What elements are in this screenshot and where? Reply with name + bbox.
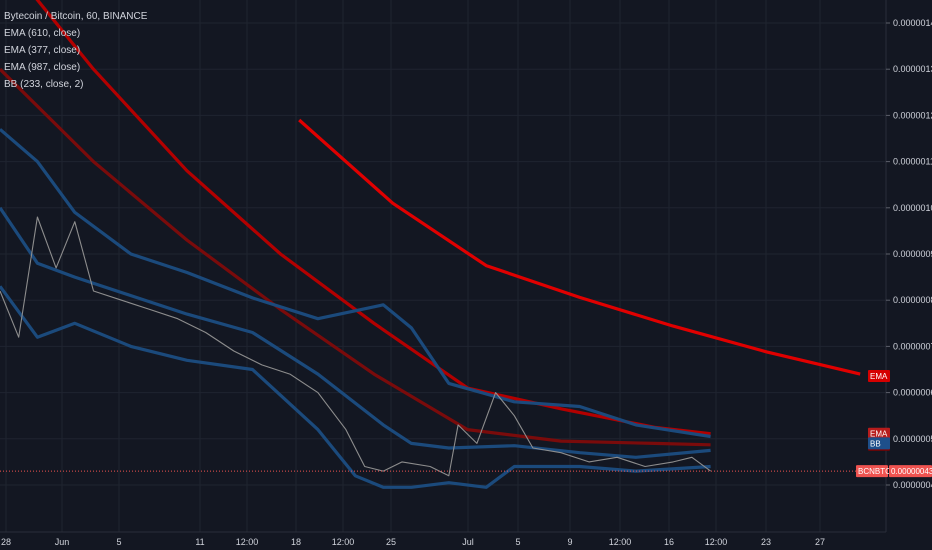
x-tick-label: 12:00 (609, 537, 632, 547)
x-tick-label: 12:00 (705, 537, 728, 547)
legend-ema-610[interactable]: EMA (610, close) (4, 28, 81, 39)
indicator-line[interactable] (298, 118, 861, 376)
x-axis[interactable]: 28 Jun 5 11 12:00 18 12:00 25 Jul 5 9 12:00 16 12:00 2… (1, 537, 825, 547)
x-tick-label: 23 (761, 537, 771, 547)
x-tick-label: 25 (386, 537, 396, 547)
y-tick-label: 0.00000140 (893, 18, 932, 28)
y-tick-label: 0.00000050 (893, 434, 932, 444)
x-tick-label: Jun (55, 537, 70, 547)
legend-bb-233[interactable]: BB (233, close, 2) (4, 79, 84, 90)
x-tick-label: Jul (462, 537, 474, 547)
svg-text:EMA: EMA (870, 372, 888, 381)
svg-text:BB: BB (870, 439, 881, 448)
legend-ema-987[interactable]: EMA (987, close) (4, 62, 81, 73)
indicator-line[interactable] (0, 206, 711, 459)
indicator-line[interactable] (0, 68, 711, 447)
y-tick-label: 0.00000130 (893, 64, 932, 74)
x-tick-label: 12:00 (236, 537, 259, 547)
y-axis[interactable]: 0.00000140 0.00000130 0.00000120 0.00000110… (886, 18, 932, 490)
x-tick-label: 12:00 (332, 537, 355, 547)
x-tick-label: 9 (567, 537, 572, 547)
y-tick-label: 0.00000090 (893, 249, 932, 259)
x-tick-label: 28 (1, 537, 11, 547)
y-tick-label: 0.00000110 (893, 157, 932, 167)
y-tick-label: 0.00000080 (893, 295, 932, 305)
y-tick-label: 0.00000100 (893, 203, 932, 213)
x-tick-label: 27 (815, 537, 825, 547)
legend-symbol[interactable]: Bytecoin / Bitcoin, 60, BINANCE (4, 11, 148, 22)
price-tag: BCNBTC (856, 465, 891, 478)
x-tick-label: 5 (116, 537, 121, 547)
y-tick-label: 0.00000060 (893, 388, 932, 398)
x-tick-label: 18 (291, 537, 301, 547)
x-tick-label: 16 (664, 537, 674, 547)
price-tag: 0.00000043 (889, 465, 932, 478)
y-tick-label: 0.00000120 (893, 110, 932, 120)
price-series-line[interactable] (0, 216, 711, 477)
price-tag: EMA (868, 369, 890, 382)
x-tick-label: 11 (195, 537, 204, 547)
indicator-line[interactable] (0, 128, 711, 439)
price-tags: EMAEMAEMABBBCNBTC0.00000043 (856, 369, 932, 478)
chart-series-group (0, 0, 861, 489)
price-tag: EMA (868, 427, 890, 440)
svg-text:EMA: EMA (870, 430, 888, 439)
svg-text:BCNBTC: BCNBTC (858, 467, 891, 476)
price-tag: BB (868, 437, 890, 450)
indicator-line[interactable] (0, 285, 711, 489)
x-tick-label: 5 (515, 537, 520, 547)
chart-legend: Bytecoin / Bitcoin, 60, BINANCE EMA (610… (4, 8, 147, 93)
y-tick-label: 0.00000040 (893, 480, 932, 490)
legend-ema-377[interactable]: EMA (377, close) (4, 45, 81, 56)
y-tick-label: 0.00000070 (893, 341, 932, 351)
svg-text:0.00000043: 0.00000043 (891, 467, 932, 476)
